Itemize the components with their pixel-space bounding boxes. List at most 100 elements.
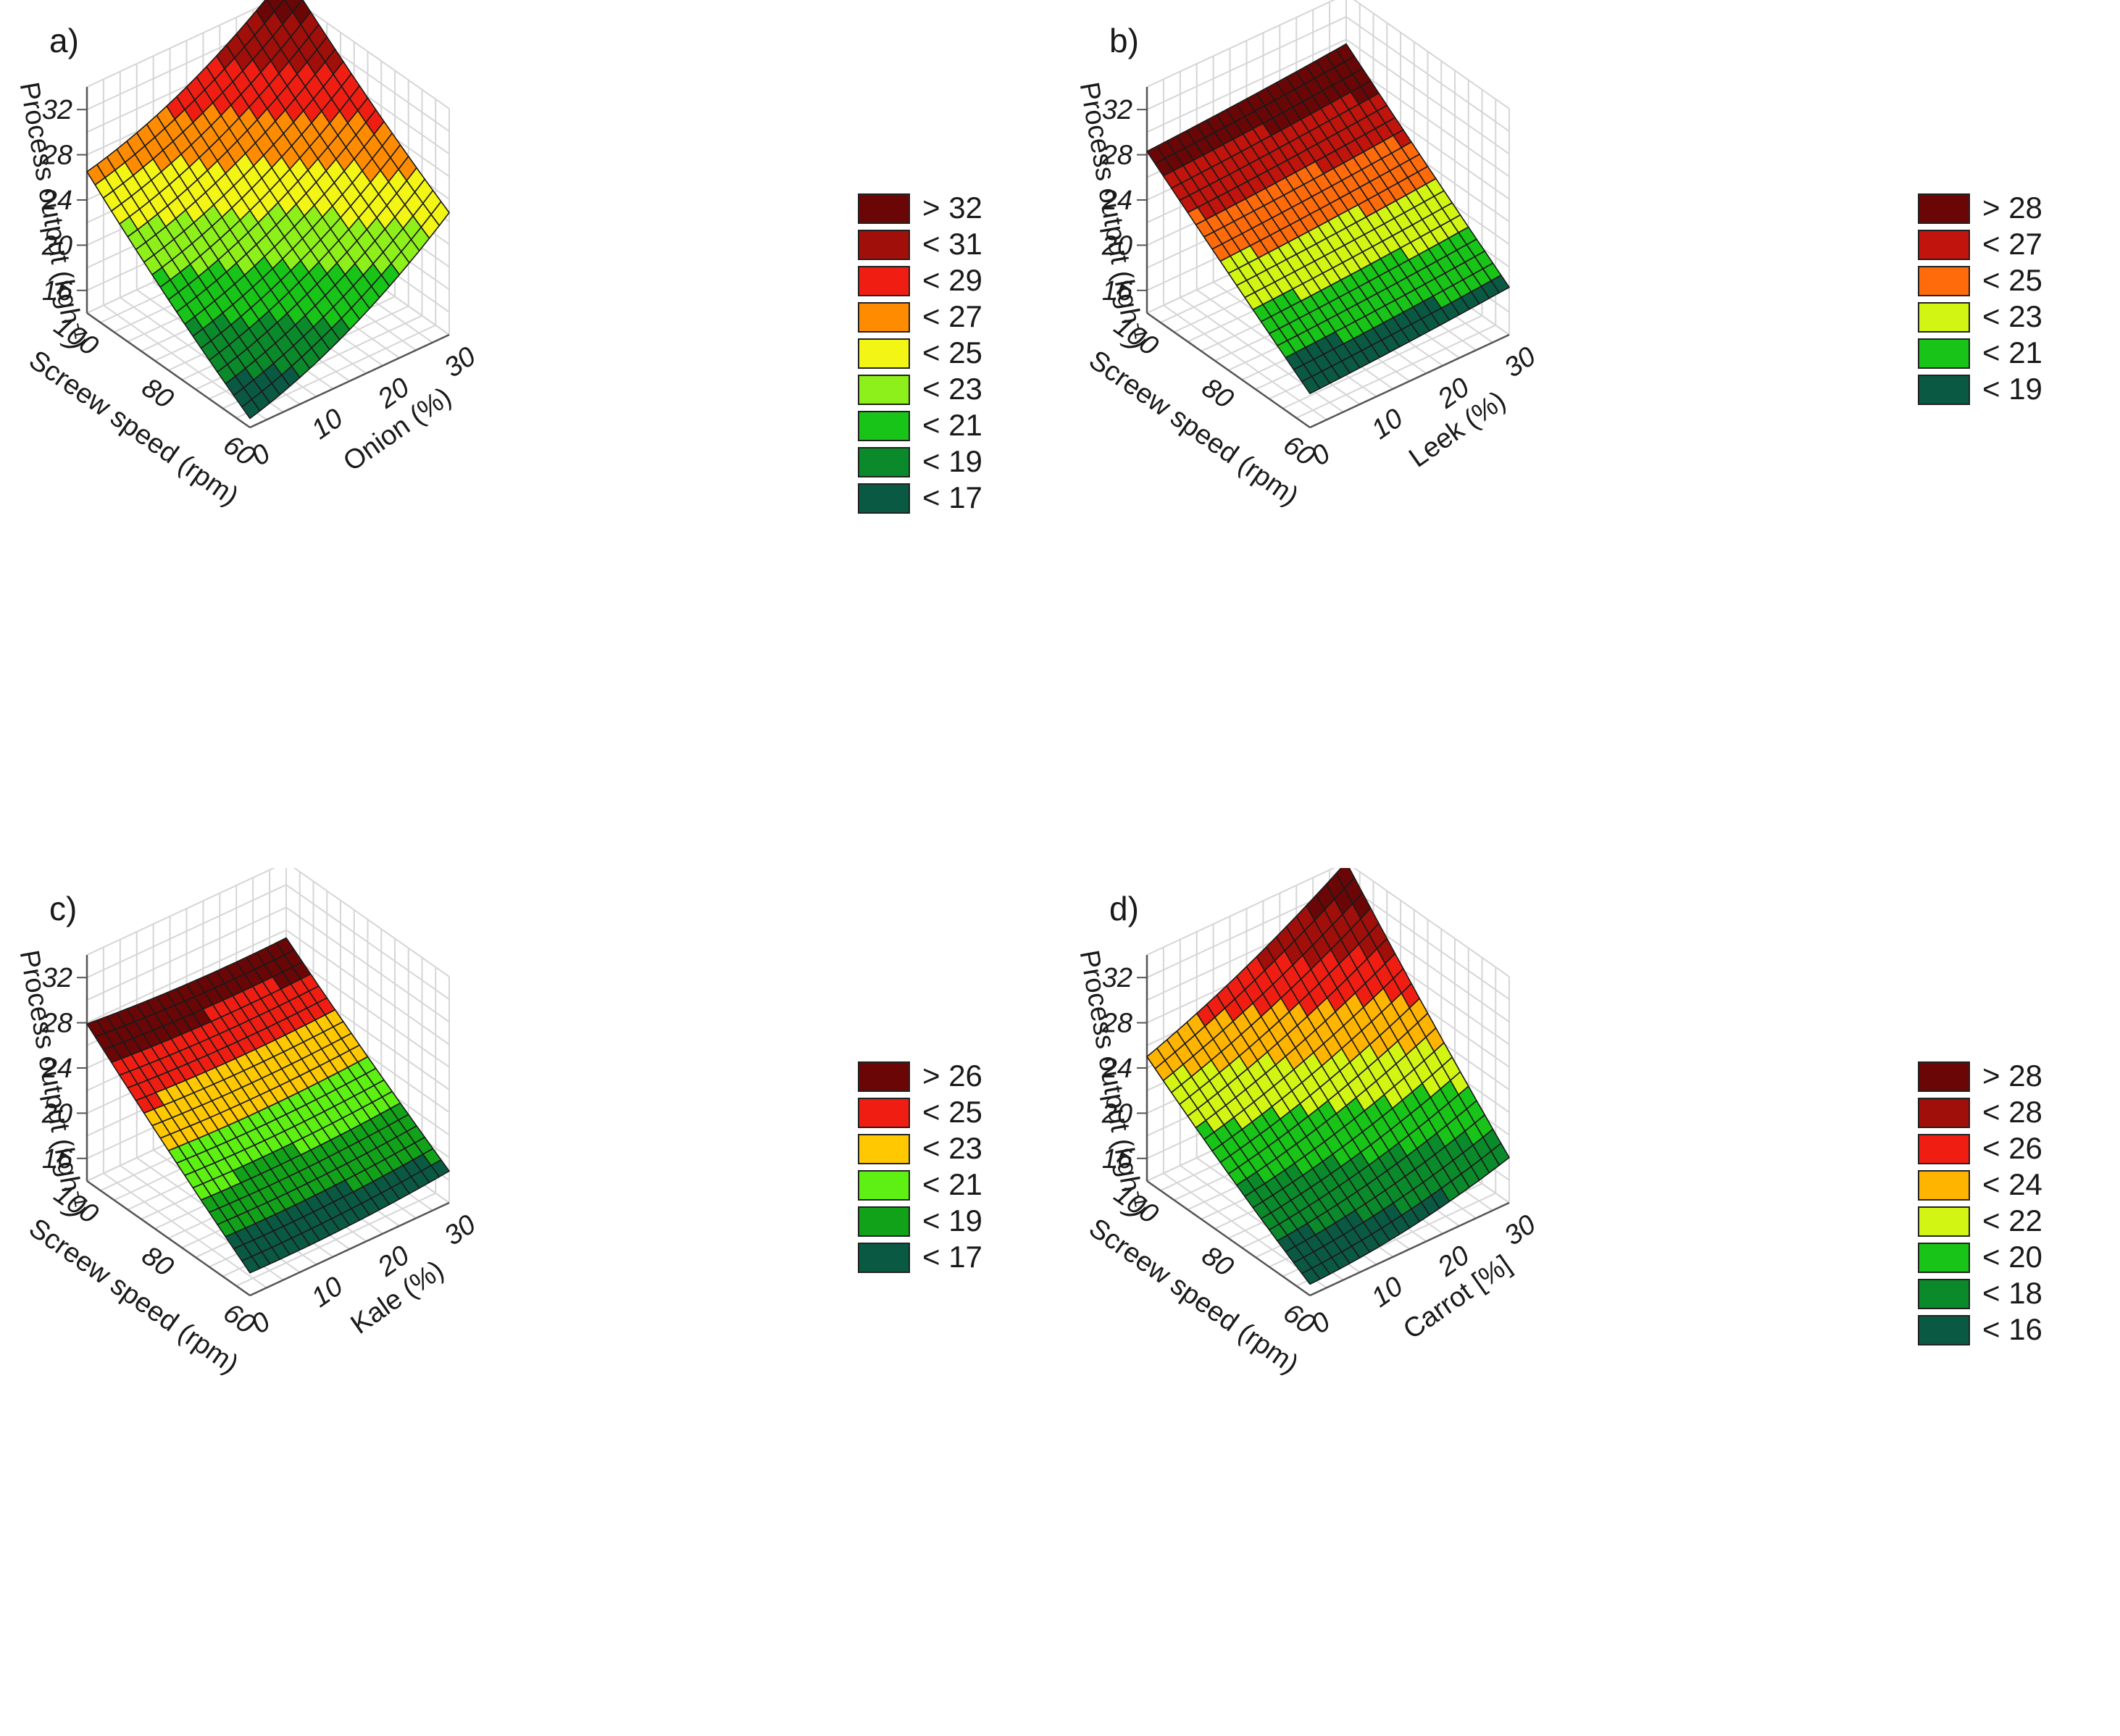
x-axis-label: Screew speed (rpm) <box>23 345 243 512</box>
legend-label: < 28 <box>1982 1095 2042 1129</box>
legend-label: < 23 <box>922 1131 982 1165</box>
z-tick-label: 32 <box>42 963 72 993</box>
surface-cell <box>1301 1267 1321 1285</box>
legend-label: < 31 <box>922 227 982 261</box>
legend-swatch <box>858 193 910 224</box>
x-tick-label: 80 <box>1196 1240 1239 1283</box>
gridline <box>293 0 450 109</box>
z-tick-label: 28 <box>1101 1009 1132 1039</box>
legend-swatch <box>1918 1061 1970 1092</box>
gridline <box>1282 314 1482 409</box>
legend-label: < 25 <box>922 1095 982 1129</box>
gridline <box>1146 16 1347 111</box>
legend-swatch <box>1918 1243 1970 1273</box>
panel-label: d) <box>1109 890 1139 927</box>
legend-swatch <box>858 1134 910 1164</box>
z-tick-label: 32 <box>1102 963 1132 993</box>
legend-label: < 21 <box>922 408 982 442</box>
legend-swatch <box>1918 1170 1970 1201</box>
x-axis-line <box>1146 312 1311 429</box>
gridline <box>235 1192 436 1287</box>
response-surface <box>1146 43 1510 395</box>
legend-label: < 23 <box>922 372 982 406</box>
legend-swatch <box>1918 375 1970 405</box>
legend-label: > 26 <box>922 1059 982 1093</box>
surface-cell <box>241 1256 261 1274</box>
surface-cell <box>1301 375 1321 395</box>
z-tick-label: 16 <box>1102 276 1133 306</box>
gridline <box>1146 0 1336 88</box>
gridline <box>86 0 276 88</box>
z-tick-label: 32 <box>42 95 72 125</box>
y-tick-label: 30 <box>1499 341 1542 384</box>
legend-label: < 19 <box>1982 372 2042 406</box>
legend-swatch <box>1918 1134 1970 1164</box>
gridline <box>86 884 287 979</box>
y-tick-label: 30 <box>1499 1209 1542 1252</box>
y-tick-label: 30 <box>439 1209 482 1252</box>
legend-label: > 28 <box>1982 1059 2042 1093</box>
y-tick-label: 10 <box>306 1271 349 1314</box>
legend-label: < 26 <box>1982 1131 2042 1165</box>
z-tick-label: 16 <box>1102 1144 1133 1174</box>
gridline <box>285 906 450 1023</box>
legend-label: < 19 <box>922 444 982 478</box>
gridline <box>293 868 450 977</box>
z-tick-label: 32 <box>1102 95 1132 125</box>
y-tick-label: 10 <box>1366 403 1409 446</box>
x-axis-label: Screew speed (rpm) <box>1083 345 1303 512</box>
gridline <box>1295 324 1496 419</box>
legend-swatch <box>858 1206 910 1237</box>
y-axis-line <box>249 1201 450 1297</box>
gridline <box>1146 38 1347 133</box>
x-axis-label: Screew speed (rpm) <box>1083 1213 1303 1380</box>
legend-label: < 21 <box>922 1167 982 1201</box>
y-axis-line <box>1309 333 1510 429</box>
legend-label: < 23 <box>1982 299 2042 333</box>
panel-label: c) <box>49 890 77 927</box>
legend-swatch <box>858 1170 910 1201</box>
gridline <box>1353 868 1510 977</box>
gridline <box>86 906 287 1001</box>
legend-swatch <box>858 266 910 296</box>
legend-label: < 25 <box>922 335 982 370</box>
legend-label: < 22 <box>1982 1203 2042 1238</box>
legend-label: < 17 <box>922 1240 982 1274</box>
y-axis-line <box>1309 1201 1510 1297</box>
z-tick-label: 28 <box>41 141 72 171</box>
gridline <box>285 951 450 1068</box>
y-axis-line <box>249 333 450 429</box>
gridline <box>1345 884 1510 1001</box>
legend-swatch <box>1918 230 1970 260</box>
z-tick-label: 16 <box>42 276 73 306</box>
legend-label: < 20 <box>1982 1240 2042 1274</box>
legend-label: < 19 <box>922 1203 982 1238</box>
y-tick-label: 30 <box>439 341 482 384</box>
legend: > 32< 31< 29< 27< 25< 23< 21< 19< 17 <box>858 191 982 514</box>
z-tick-label: 20 <box>41 230 72 261</box>
legend-label: < 16 <box>1982 1312 2042 1346</box>
legend-swatch <box>1918 1206 1970 1237</box>
gridline <box>285 929 450 1046</box>
gridline <box>1345 16 1510 133</box>
legend-swatch <box>858 483 910 514</box>
surface-plot-a: a) 16 20 24 28 32 60 80 100 0 10 20 30 Screew speed (… <box>0 0 1060 868</box>
legend-swatch <box>1918 1279 1970 1309</box>
z-tick-label: 24 <box>41 1053 72 1084</box>
x-axis-line <box>86 1180 251 1297</box>
surface-cell <box>241 398 261 420</box>
legend-swatch <box>1918 193 1970 224</box>
z-tick-label: 20 <box>41 1098 72 1129</box>
x-tick-label: 80 <box>136 372 179 415</box>
legend: > 28< 28< 26< 24< 22< 20< 18< 16 <box>1918 1059 2042 1346</box>
z-tick-label: 20 <box>1101 1098 1132 1129</box>
z-tick-label: 24 <box>41 185 72 216</box>
z-tick-label: 24 <box>1101 1053 1132 1084</box>
legend-swatch <box>858 1098 910 1128</box>
gridline <box>86 868 276 956</box>
legend-label: < 25 <box>1982 263 2042 297</box>
